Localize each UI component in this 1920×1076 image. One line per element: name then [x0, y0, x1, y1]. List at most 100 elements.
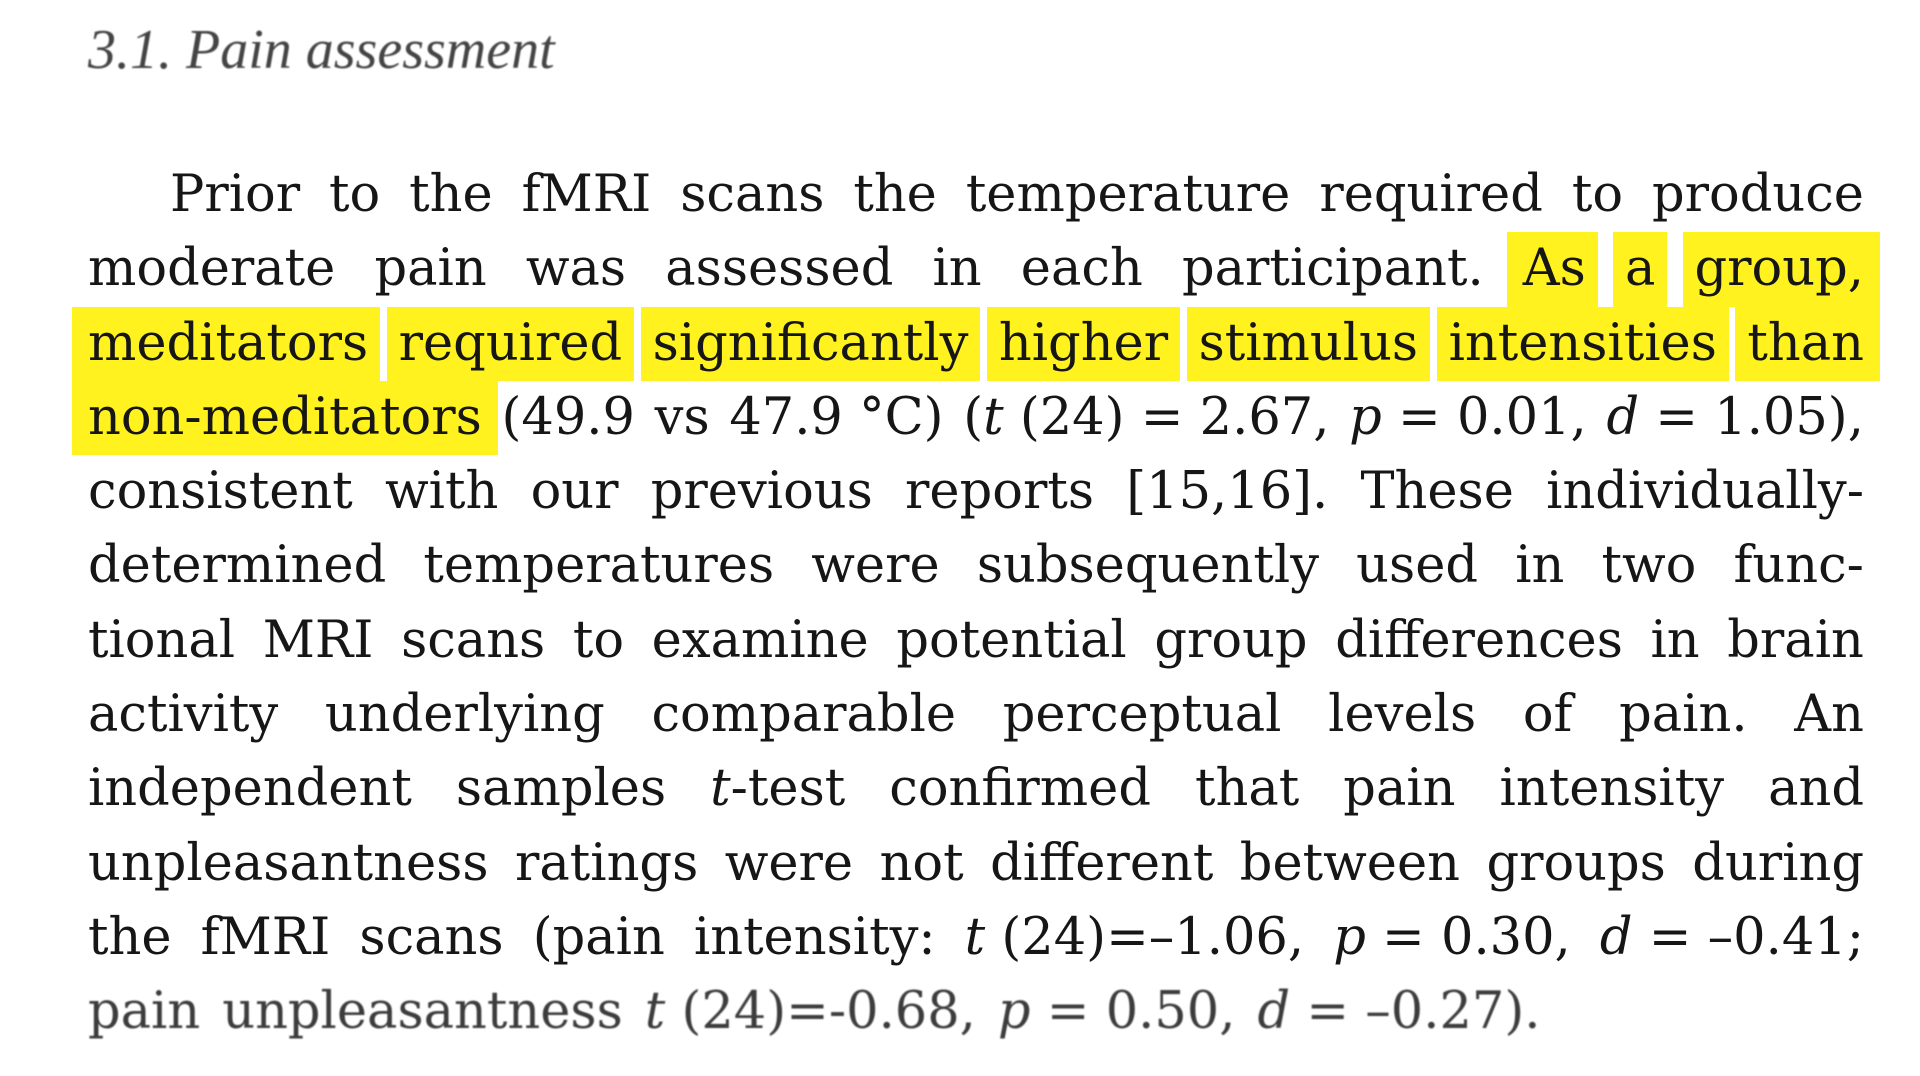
word: produce — [1651, 165, 1864, 224]
word: brain — [1727, 610, 1864, 670]
stat-symbol: t — [644, 982, 666, 1042]
highlighted-word: than — [1735, 306, 1880, 381]
stat-symbol: d — [1606, 387, 1640, 447]
word: determined — [88, 536, 387, 596]
section-number: 3.1. — [88, 19, 172, 81]
word: (pain — [532, 907, 665, 967]
highlighted-word: intensities — [1436, 306, 1729, 381]
word: participant. — [1181, 239, 1484, 299]
text-line: consistent with our previous reports [15… — [88, 455, 1864, 529]
word: were — [811, 536, 940, 596]
word: tional — [88, 610, 236, 670]
word: temperatures — [423, 536, 775, 596]
word: two — [1601, 536, 1697, 596]
word: pain — [374, 239, 487, 299]
word: different — [990, 833, 1214, 893]
text-line: tional MRI scans to examine potential gr… — [88, 604, 1864, 678]
word: consistent — [88, 462, 353, 522]
word: 47.9 °C) — [729, 387, 944, 447]
word: intensity: — [693, 907, 936, 967]
highlighted-word: significantly — [640, 306, 981, 381]
text-line: determined temperatures were subsequentl… — [88, 529, 1864, 603]
word: An — [1794, 685, 1864, 745]
effect-size: d = 1.05), — [1606, 387, 1864, 447]
highlighted-word: meditators — [72, 306, 381, 381]
word: each — [1020, 239, 1143, 299]
word: of — [1522, 685, 1573, 745]
word: unpleasantness — [88, 833, 489, 893]
p-value: p = 0.50, — [997, 982, 1236, 1042]
word: unpleasantness — [222, 982, 623, 1042]
word: potential — [896, 610, 1127, 670]
effect-size: d = –0.41; — [1599, 907, 1864, 967]
word: pain. — [1619, 685, 1748, 745]
word: previous — [650, 462, 873, 522]
word: Prior — [170, 165, 301, 224]
word: samples — [455, 759, 667, 819]
text-line: moderate pain was assessed in each parti… — [88, 232, 1880, 307]
highlighted-word: As — [1506, 232, 1598, 307]
highlighted-word: stimulus — [1186, 306, 1431, 381]
word: assessed — [665, 239, 894, 299]
word: fMRI — [521, 165, 652, 224]
p-value: p = 0.01, — [1349, 387, 1587, 447]
word: during — [1692, 833, 1864, 893]
word: func- — [1733, 536, 1864, 596]
word: the — [409, 165, 493, 224]
text-line: meditators required significantly higher… — [72, 306, 1880, 381]
word: our — [530, 462, 619, 522]
word: scans — [359, 907, 504, 967]
text-line: unpleasantness ratings were not differen… — [88, 827, 1864, 901]
text-line: Prior to the fMRI scans the temperature … — [88, 158, 1864, 232]
word: in — [1515, 536, 1565, 596]
highlighted-word: group, — [1682, 232, 1880, 307]
word: reports — [905, 462, 1095, 522]
word: the — [853, 165, 937, 224]
word: differences — [1335, 610, 1623, 670]
word: scans — [680, 165, 825, 224]
word: to — [572, 610, 625, 670]
word: temperature — [965, 165, 1291, 224]
word: vs — [654, 387, 710, 447]
word: in — [1650, 610, 1700, 670]
word: was — [525, 239, 627, 299]
stat-symbol: p — [1349, 387, 1382, 447]
word: groups — [1486, 833, 1666, 893]
section-heading: 3.1. Pain assessment — [88, 10, 555, 90]
stat-symbol: d — [1599, 907, 1633, 967]
stat-symbol: t — [964, 907, 986, 967]
word: pain — [88, 982, 201, 1042]
word: confirmed — [889, 759, 1151, 819]
word: fMRI — [200, 907, 331, 967]
word: the — [88, 907, 172, 967]
word: not — [879, 833, 964, 893]
t-statistic: (t (24) = 2.67, — [963, 387, 1330, 447]
highlighted-word: non-meditators — [72, 380, 498, 456]
word: (49.9 — [501, 387, 635, 447]
word: independent — [88, 759, 412, 819]
word: required — [1319, 165, 1543, 224]
stat-symbol: p — [1333, 907, 1366, 967]
text-line: pain unpleasantness t (24)=-0.68, p = 0.… — [88, 975, 1864, 1049]
text-line: independent samples t-test confirmed tha… — [88, 752, 1864, 826]
word: ratings — [514, 833, 699, 893]
word: used — [1356, 536, 1479, 596]
text-line: the fMRI scans (pain intensity: t (24)=–… — [88, 901, 1864, 975]
word: levels — [1328, 685, 1477, 745]
word: pain — [1343, 759, 1456, 819]
word: MRI — [262, 610, 374, 670]
stat-symbol: t — [983, 387, 1004, 447]
highlighted-word: higher — [986, 306, 1181, 381]
text-line: non-meditators (49.9 vs 47.9 °C) (t (24)… — [72, 380, 1864, 456]
t-statistic: t (24)=–1.06, — [964, 907, 1305, 967]
word: individually- — [1546, 462, 1864, 522]
word: with — [385, 462, 499, 522]
word: group — [1154, 610, 1308, 670]
word: between — [1239, 833, 1460, 893]
word: moderate — [88, 239, 336, 299]
p-value: p = 0.30, — [1333, 907, 1571, 967]
word: examine — [651, 610, 869, 670]
word: perceptual — [1002, 685, 1282, 745]
stat-symbol: p — [997, 982, 1031, 1042]
